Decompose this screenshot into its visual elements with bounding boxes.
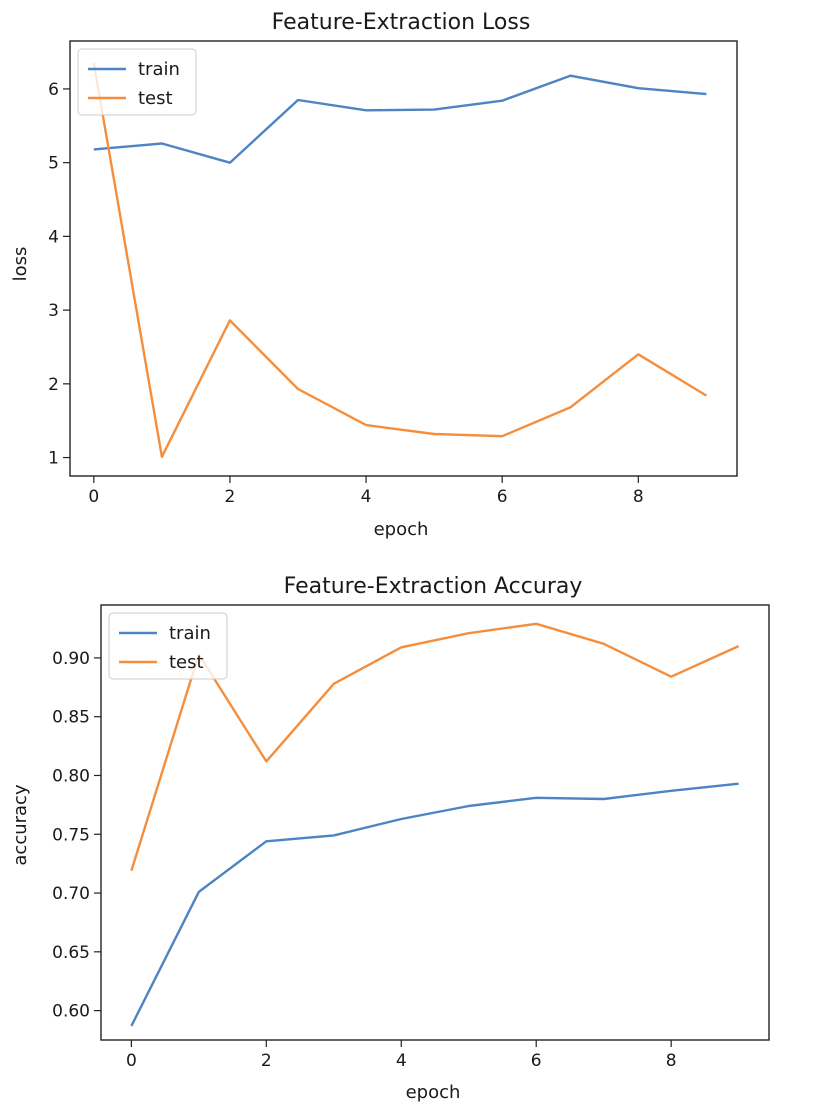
x-tick-label: 4 — [396, 1051, 407, 1071]
x-tick-label: 6 — [497, 487, 508, 507]
x-tick-label: 6 — [531, 1051, 542, 1071]
axis-ticks: 0 2 4 6 8 1 2 3 4 5 6 — [48, 80, 644, 507]
legend: train test — [108, 612, 228, 680]
y-tick-label: 0.70 — [52, 884, 90, 904]
y-tick-label: 0.65 — [52, 943, 90, 963]
y-tick-label: 3 — [48, 301, 59, 321]
x-tick-label: 2 — [261, 1051, 272, 1071]
accuracy-chart: Feature-Extraction Accuray epoch accurac… — [10, 574, 770, 1103]
x-tick-label: 8 — [666, 1051, 677, 1071]
y-tick-label: 0.75 — [52, 825, 90, 845]
y-tick-label: 5 — [48, 154, 59, 174]
legend-label: train — [169, 623, 211, 644]
series-line-test — [130, 622, 740, 872]
legend-label: train — [138, 59, 180, 80]
legend: train test — [77, 48, 197, 116]
chart-title: Feature-Extraction Loss — [272, 10, 531, 35]
series-lines — [130, 622, 740, 1027]
series-line-test — [92, 62, 708, 458]
x-tick-label: 0 — [88, 487, 99, 507]
series-line-train — [130, 782, 739, 1027]
y-axis-label: accuracy — [10, 784, 31, 866]
x-axis-label: epoch — [374, 519, 429, 540]
y-tick-label: 0.80 — [52, 766, 90, 786]
axis-ticks: 0 2 4 6 8 0.60 0.65 0.70 0.75 0.80 0.85 0.90 — [52, 649, 676, 1071]
y-axis-label: loss — [10, 247, 31, 282]
legend-label: test — [138, 88, 173, 109]
y-tick-label: 2 — [48, 375, 59, 395]
x-tick-label: 0 — [126, 1051, 137, 1071]
legend-label: test — [169, 652, 204, 673]
series-lines — [92, 62, 708, 458]
series-line-train — [93, 74, 707, 164]
x-tick-label: 2 — [225, 487, 236, 507]
y-tick-label: 4 — [48, 227, 59, 247]
x-tick-label: 8 — [633, 487, 644, 507]
y-tick-label: 6 — [48, 80, 59, 100]
y-tick-label: 0.60 — [52, 1002, 90, 1022]
plot-frame — [69, 40, 738, 477]
x-axis-label: epoch — [406, 1082, 461, 1103]
y-tick-label: 0.85 — [52, 708, 90, 728]
loss-chart: Feature-Extraction Loss epoch loss 0 2 4 6 8… — [10, 10, 738, 540]
y-tick-label: 0.90 — [52, 649, 90, 669]
x-tick-label: 4 — [361, 487, 372, 507]
y-tick-label: 1 — [48, 449, 59, 469]
chart-title: Feature-Extraction Accuray — [284, 574, 583, 599]
plot-frame — [100, 604, 770, 1041]
